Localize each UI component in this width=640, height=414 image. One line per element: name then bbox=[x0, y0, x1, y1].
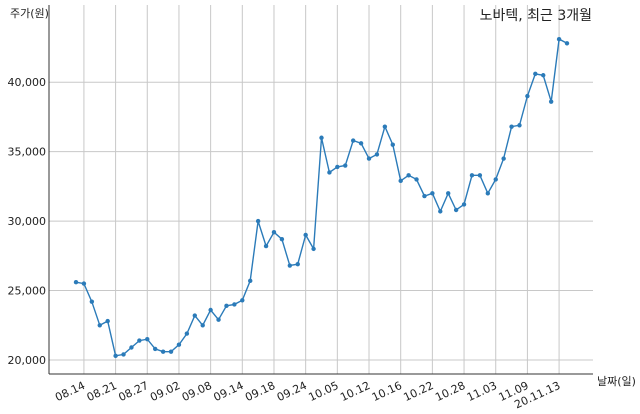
data-point bbox=[319, 135, 324, 140]
data-point bbox=[469, 173, 475, 178]
data-point bbox=[271, 230, 277, 235]
gridlines bbox=[49, 5, 593, 374]
x-axis-label: 날짜(일) bbox=[597, 374, 636, 388]
data-point bbox=[137, 338, 142, 343]
data-point bbox=[208, 307, 213, 313]
data-point bbox=[564, 41, 570, 46]
data-point bbox=[121, 352, 126, 357]
data-point bbox=[430, 191, 435, 196]
data-point bbox=[129, 345, 134, 350]
x-tick-label: 10.05 bbox=[307, 379, 341, 404]
x-tick-label: 09.14 bbox=[212, 379, 246, 404]
x-tick-labels: 08.1408.2108.2709.0209.0809.1409.1809.24… bbox=[53, 379, 562, 411]
data-point bbox=[81, 281, 87, 286]
data-point bbox=[224, 303, 229, 309]
data-point bbox=[303, 232, 308, 238]
data-point bbox=[366, 156, 372, 161]
data-point bbox=[240, 298, 245, 303]
data-point bbox=[184, 331, 190, 336]
data-point bbox=[541, 73, 546, 78]
data-point bbox=[422, 193, 427, 199]
axes bbox=[48, 5, 593, 375]
data-point bbox=[390, 142, 395, 147]
data-point bbox=[113, 353, 118, 359]
data-point bbox=[461, 202, 467, 207]
x-tick-label: 10.22 bbox=[402, 379, 436, 404]
data-point bbox=[232, 302, 237, 307]
data-point bbox=[192, 313, 197, 318]
x-tick-label: 08.27 bbox=[116, 379, 150, 404]
y-tick-label: 35,000 bbox=[8, 146, 47, 159]
y-tick-label: 30,000 bbox=[8, 215, 47, 228]
data-point bbox=[145, 336, 150, 342]
data-point bbox=[438, 209, 443, 214]
data-point bbox=[168, 349, 174, 354]
data-point bbox=[406, 173, 411, 178]
data-point bbox=[287, 263, 293, 268]
x-tick-label: 09.08 bbox=[180, 379, 214, 404]
data-point bbox=[176, 342, 182, 347]
data-point bbox=[501, 156, 506, 161]
data-point bbox=[152, 346, 158, 352]
x-tick-label: 10.12 bbox=[338, 379, 372, 404]
y-tick-label: 20,000 bbox=[8, 354, 47, 367]
y-tick-label: 40,000 bbox=[8, 76, 47, 89]
data-point bbox=[327, 170, 332, 175]
data-point bbox=[414, 177, 419, 182]
data-point bbox=[97, 323, 102, 328]
data-point bbox=[248, 278, 253, 284]
data-point bbox=[374, 152, 380, 157]
data-point bbox=[485, 191, 491, 196]
data-point bbox=[525, 93, 530, 99]
data-point bbox=[556, 36, 562, 42]
data-point bbox=[335, 164, 340, 170]
x-tick-label: 09.18 bbox=[243, 379, 277, 404]
data-point bbox=[350, 138, 356, 143]
data-point bbox=[477, 173, 483, 178]
y-axis-label: 주가(원) bbox=[10, 7, 49, 20]
data-point bbox=[358, 141, 364, 146]
y-tick-labels: 20,000 25,000 30,000 35,000 40,000 bbox=[8, 76, 47, 367]
data-point bbox=[255, 218, 261, 224]
data-point bbox=[73, 280, 79, 285]
data-point bbox=[89, 299, 95, 304]
data-point bbox=[382, 124, 388, 129]
data-point bbox=[398, 178, 403, 184]
data-point bbox=[216, 317, 221, 322]
data-point bbox=[160, 349, 166, 354]
data-point bbox=[263, 243, 269, 249]
price-series bbox=[75, 38, 568, 357]
x-tick-label: 08.14 bbox=[53, 379, 87, 404]
data-point bbox=[279, 236, 285, 242]
y-tick-label: 25,000 bbox=[8, 285, 47, 298]
data-point bbox=[343, 163, 348, 168]
data-point bbox=[446, 191, 451, 196]
chart-title: 노바텍, 최근 3개월 bbox=[480, 8, 592, 24]
data-point bbox=[311, 246, 316, 252]
data-point bbox=[295, 261, 300, 267]
series-line bbox=[75, 38, 568, 357]
data-point bbox=[517, 123, 522, 128]
x-tick-label: 10.28 bbox=[433, 379, 467, 404]
data-point bbox=[548, 99, 554, 104]
data-point bbox=[453, 207, 459, 213]
data-point bbox=[533, 71, 538, 77]
data-point bbox=[200, 323, 205, 328]
x-tick-label: 08.21 bbox=[85, 379, 119, 404]
data-point bbox=[493, 177, 498, 182]
x-tick-label: 09.24 bbox=[275, 379, 309, 404]
x-tick-label: 11.03 bbox=[465, 379, 499, 404]
price-points bbox=[73, 36, 570, 359]
x-tick-label: 10.16 bbox=[370, 379, 404, 404]
data-point bbox=[105, 318, 110, 324]
x-tick-label: 09.02 bbox=[148, 379, 182, 404]
data-point bbox=[509, 124, 514, 129]
